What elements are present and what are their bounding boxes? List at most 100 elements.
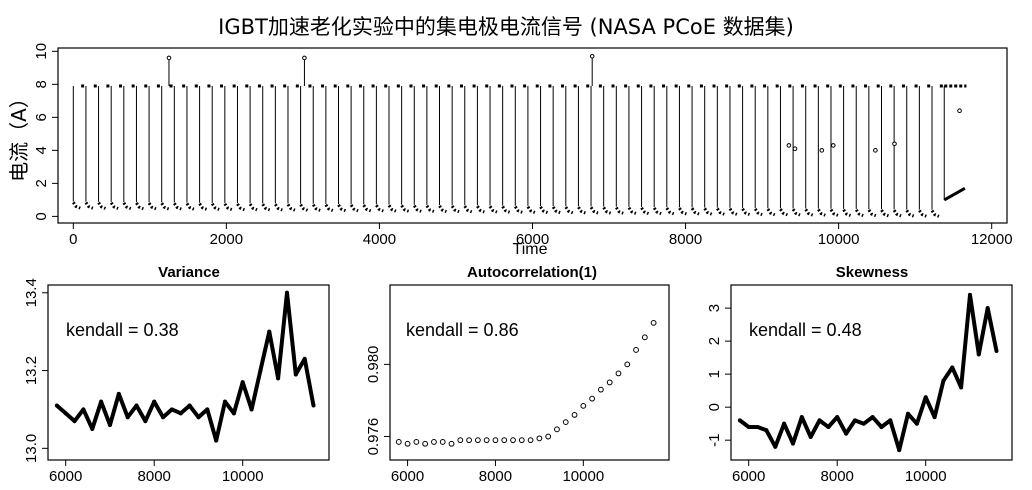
variance-x-tick-label: 10000	[222, 468, 264, 485]
current-low-segment	[324, 203, 334, 212]
current-low-segment	[248, 203, 258, 212]
autocorrelation-point	[413, 439, 420, 445]
autocorrelation-point	[518, 437, 525, 444]
current-low-segment	[337, 204, 346, 213]
skewness-point	[888, 418, 893, 423]
current-low-segment	[198, 202, 208, 211]
current-low-segment	[880, 209, 889, 218]
current-low-segment	[236, 203, 245, 212]
current-signal	[72, 53, 967, 218]
current-outlier-point	[830, 143, 836, 148]
skewness-point	[941, 378, 946, 383]
skewness-point	[835, 415, 840, 420]
current-low-segment	[210, 202, 220, 211]
current-low-segment	[425, 204, 435, 213]
skewness-y-tick-label: -1	[706, 434, 723, 447]
autocorrelation-point	[597, 386, 604, 393]
skewness-point	[906, 411, 911, 416]
current-low-segment	[640, 206, 650, 215]
autocorrelation-point	[474, 437, 481, 444]
variance-point	[249, 407, 254, 412]
variance-point	[134, 403, 139, 408]
skewness-point	[790, 441, 795, 446]
skewness-point	[844, 431, 849, 436]
variance-point	[107, 423, 112, 427]
skewness-y-tick-label: 0	[706, 403, 723, 411]
autocorrelation-point	[580, 402, 587, 409]
variance-point	[311, 403, 316, 408]
variance-point	[81, 407, 86, 412]
current-low-segment	[753, 208, 763, 217]
skewness-point	[773, 444, 778, 449]
autocorrelation-point	[554, 426, 560, 433]
autocorrelation-point	[457, 437, 464, 444]
current-low-segment	[589, 206, 599, 215]
variance-line	[55, 290, 316, 443]
current-spike-point	[166, 55, 172, 61]
current-low-segment	[450, 205, 460, 214]
variance-y-tick-label: 13.2	[23, 356, 40, 385]
skewness-point	[746, 424, 751, 429]
skewness-point	[755, 424, 760, 429]
autocorrelation-axes: 6000 8000 10000 0.976 0.980	[365, 346, 604, 485]
current-low-segment	[501, 205, 511, 214]
variance-point	[302, 356, 307, 361]
current-low-segment	[892, 209, 902, 218]
current-low-segment	[476, 205, 485, 214]
current-low-segment	[741, 207, 751, 216]
current-x-axis-label: Time	[513, 241, 548, 258]
current-low-segment	[299, 203, 309, 212]
skewness-point	[826, 424, 831, 429]
autocorrelation-x-tick-label: 6000	[391, 468, 424, 485]
current-low-segment	[413, 204, 422, 213]
variance-point	[178, 411, 183, 416]
current-y-tick-label: 0	[33, 212, 50, 220]
variance-point	[72, 419, 77, 424]
current-low-segment	[842, 208, 852, 217]
variance-point	[63, 411, 68, 416]
autocorrelation-point	[571, 411, 578, 418]
current-low-segment	[854, 208, 864, 218]
skewness-point	[897, 448, 902, 453]
variance-title: Variance	[158, 264, 220, 281]
current-low-segment	[387, 204, 397, 213]
current-x-tick-label: 2000	[210, 231, 243, 248]
variance-point	[196, 415, 201, 420]
current-x-tick-label: 12000	[971, 231, 1013, 248]
current-tail-segment	[943, 187, 966, 202]
current-low-segment	[930, 209, 940, 218]
current-plot-frame	[57, 47, 1008, 224]
variance-point	[143, 419, 148, 424]
current-x-tick-label: 10000	[818, 231, 860, 248]
variance-x-tick-label: 8000	[138, 468, 171, 485]
current-low-segment	[400, 204, 410, 213]
skewness-point	[976, 352, 981, 357]
skewness-point	[852, 418, 857, 423]
current-low-segment	[627, 206, 637, 215]
current-low-segment	[779, 208, 788, 217]
current-low-segment	[791, 208, 801, 217]
current-low-segment	[918, 209, 927, 218]
skewness-panel: Skewness kendall = 0.48 6000 8000 10000 -1 0…	[706, 264, 1013, 485]
skewness-point	[950, 365, 955, 370]
current-outlier-point	[786, 143, 792, 148]
autocorrelation-point	[510, 437, 516, 444]
skewness-x-tick-label: 6000	[732, 468, 765, 485]
skewness-point	[861, 421, 866, 426]
variance-y-tick-label: 13.4	[23, 278, 40, 307]
variance-point	[161, 415, 166, 420]
autocorrelation-point	[483, 437, 490, 444]
variance-point	[258, 368, 263, 373]
autocorrelation-kendall-annotation: kendall = 0.86	[406, 320, 519, 340]
variance-point	[90, 426, 95, 431]
skewness-series	[737, 292, 999, 453]
current-low-segment	[375, 204, 384, 213]
skewness-point	[985, 306, 990, 311]
current-low-segment	[286, 203, 296, 212]
autocorrelation-point	[641, 334, 648, 341]
autocorrelation-point	[492, 437, 499, 444]
skewness-x-tick-label: 8000	[821, 468, 854, 485]
autocorrelation-point	[395, 439, 402, 445]
current-low-segment	[867, 209, 877, 218]
